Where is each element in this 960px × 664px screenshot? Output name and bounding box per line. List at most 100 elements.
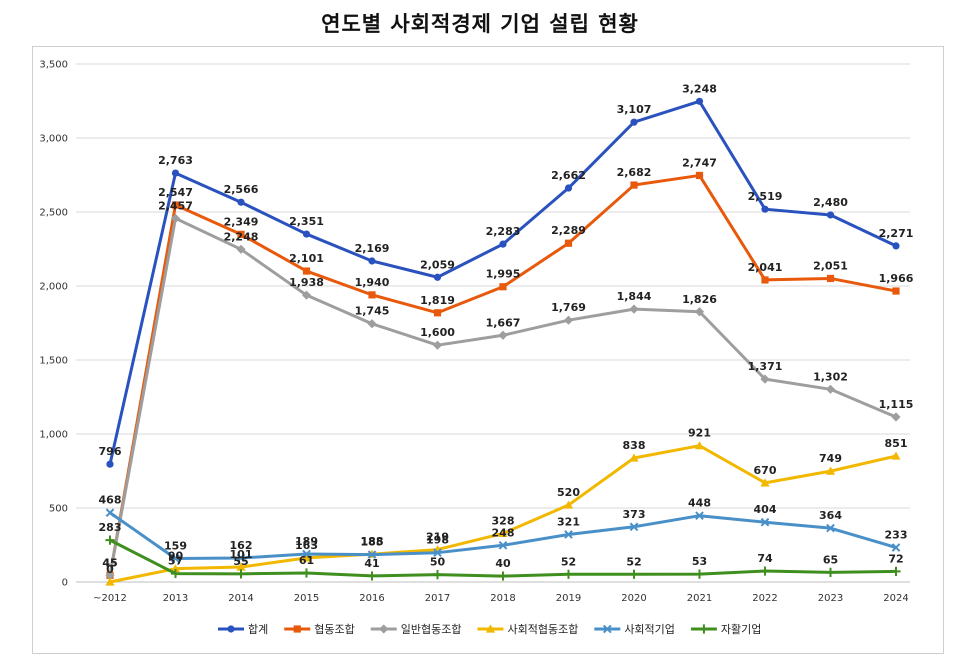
data-label: 188 — [361, 535, 384, 548]
y-tick-label: 1,000 — [39, 430, 68, 441]
data-label: 1,769 — [551, 301, 586, 314]
data-label: 50 — [430, 556, 446, 569]
data-label: 1,745 — [355, 305, 390, 318]
data-point — [236, 244, 246, 254]
data-label: 101 — [230, 548, 253, 561]
data-point — [301, 553, 312, 562]
data-point — [891, 451, 901, 460]
data-label: 45 — [102, 556, 117, 569]
data-point — [825, 466, 836, 475]
legend-item: 자활기업 — [690, 622, 761, 636]
data-label: 55 — [233, 555, 248, 568]
y-tick-label: 3,500 — [39, 60, 68, 71]
data-point — [433, 273, 442, 281]
gridlines — [76, 63, 910, 583]
legend-label: 자활기업 — [721, 622, 761, 636]
data-point — [433, 548, 442, 558]
data-label: 1,826 — [682, 293, 717, 306]
legend: 합계 협동조합 일반협동조합 사회적협동조합 사회적기업 자활기업 — [218, 622, 761, 636]
data-label: 248 — [492, 526, 515, 539]
data-label: 41 — [364, 557, 379, 570]
data-label: 2,747 — [682, 156, 717, 169]
data-point — [302, 230, 311, 238]
x-tick-label: 2014 — [228, 593, 253, 604]
data-label: 57 — [168, 555, 183, 568]
series-2 — [105, 213, 901, 580]
legend-label: 합계 — [248, 623, 268, 636]
y-tick-label: 2,000 — [39, 282, 68, 293]
data-label: 2,248 — [224, 230, 259, 243]
legend-item: 사회적협동조합 — [477, 623, 578, 636]
series-4 — [105, 508, 901, 563]
data-point — [629, 304, 639, 314]
data-point — [891, 543, 901, 552]
series-lines — [105, 97, 901, 586]
data-point — [892, 287, 900, 295]
data-point — [694, 307, 705, 317]
data-point — [498, 540, 508, 550]
data-label: 373 — [623, 508, 646, 521]
data-point — [564, 530, 573, 539]
x-tick-label: 2023 — [818, 593, 843, 604]
legend-item: 사회적기업 — [594, 623, 675, 636]
data-point — [891, 566, 901, 576]
data-label: 749 — [819, 452, 842, 465]
legend-marker — [293, 625, 301, 633]
data-point — [629, 453, 639, 462]
data-point — [171, 201, 180, 209]
legend-marker — [699, 624, 709, 634]
data-point — [760, 517, 770, 527]
x-tick-label: 2018 — [490, 593, 515, 604]
data-label: 40 — [495, 557, 511, 570]
data-label: 2,519 — [748, 190, 783, 203]
data-point — [499, 240, 507, 248]
data-label: 90 — [168, 550, 184, 563]
x-tick-label: 2019 — [556, 593, 581, 604]
data-label: 185 — [361, 536, 384, 549]
data-label: 283 — [99, 521, 122, 534]
data-point — [563, 500, 574, 509]
data-point — [302, 267, 311, 275]
series-0 — [106, 97, 900, 468]
data-point — [825, 384, 836, 394]
data-point — [826, 523, 835, 533]
data-label: 219 — [426, 531, 449, 544]
data-label: 404 — [754, 503, 777, 516]
x-tick-label: 2017 — [425, 593, 450, 604]
data-point — [432, 570, 443, 580]
legend-marker — [379, 624, 389, 634]
data-point — [563, 569, 574, 579]
data-label: 3,107 — [617, 103, 652, 116]
data-point — [761, 276, 769, 284]
data-label: 2,271 — [879, 227, 914, 240]
data-label: 2,480 — [813, 196, 848, 209]
data-point — [892, 242, 900, 250]
data-label: 1,938 — [289, 276, 324, 289]
data-point — [368, 257, 376, 265]
data-label: 1,115 — [879, 398, 914, 411]
data-point — [367, 319, 377, 329]
data-point — [695, 97, 704, 105]
data-point — [694, 569, 705, 579]
data-point — [105, 570, 115, 580]
data-label: 198 — [426, 534, 449, 547]
data-label: 189 — [295, 535, 318, 548]
data-label: 53 — [692, 555, 707, 568]
data-point — [891, 412, 901, 422]
data-label: 468 — [99, 494, 122, 507]
data-point — [499, 283, 507, 291]
legend-item: 합계 — [218, 623, 268, 636]
data-point — [105, 508, 115, 518]
data-point — [236, 562, 246, 571]
data-point — [105, 577, 115, 586]
data-point — [695, 171, 704, 180]
data-label: 838 — [623, 439, 646, 452]
data-point — [367, 571, 377, 581]
x-tick-label: 2016 — [359, 593, 384, 604]
legend-marker — [603, 624, 612, 634]
data-point — [236, 553, 246, 563]
data-point — [106, 460, 114, 468]
data-label: 2,682 — [617, 166, 652, 179]
x-tick-label: 2015 — [294, 593, 319, 604]
